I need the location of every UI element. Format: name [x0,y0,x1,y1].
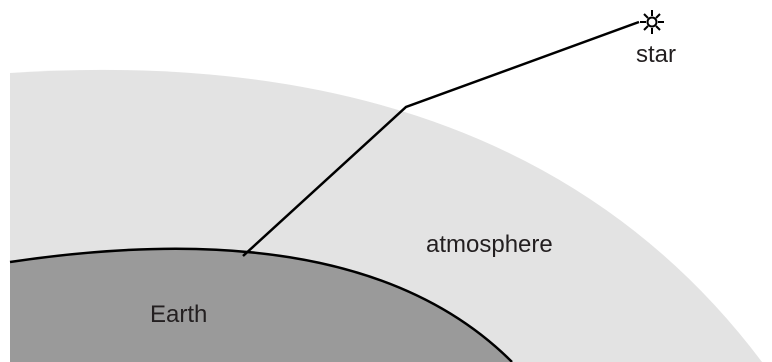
earth-label: Earth [150,301,207,328]
light-ray [242,20,640,257]
atmosphere-label: atmosphere [426,231,553,258]
star-icon [640,10,664,34]
earth-region [10,248,512,362]
earth-surface-line [9,247,513,362]
star-label: star [636,41,676,68]
